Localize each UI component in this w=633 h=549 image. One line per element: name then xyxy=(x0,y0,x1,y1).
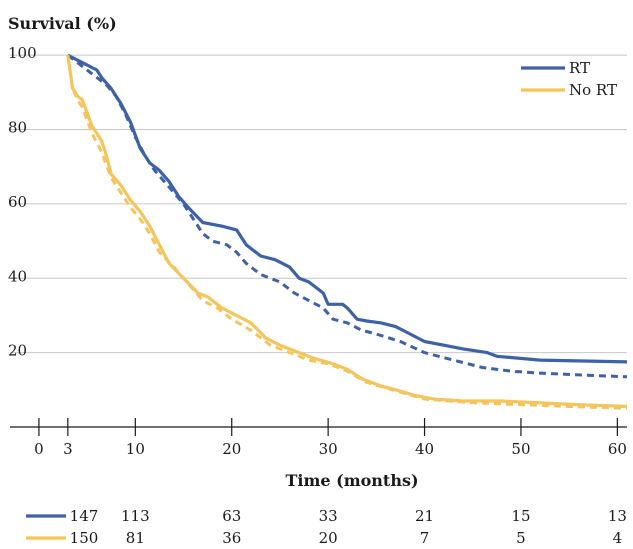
at-risk-value: 4 xyxy=(613,529,623,547)
at-risk-value: 36 xyxy=(222,529,241,547)
at-risk-value: 63 xyxy=(222,507,241,525)
x-tick-20: 20 xyxy=(222,440,241,458)
y-tick-20: 20 xyxy=(8,342,27,360)
x-tick-60: 60 xyxy=(608,440,627,458)
at-risk-value: 15 xyxy=(511,507,530,525)
series-line-2 xyxy=(66,54,628,409)
series-line-1 xyxy=(66,54,628,379)
at-risk-value: 150 xyxy=(70,529,99,547)
at-risk-value: 113 xyxy=(121,507,150,525)
series-line-0 xyxy=(67,53,628,364)
x-tick-0: 0 xyxy=(34,440,44,458)
legend: RT No RT xyxy=(521,59,617,99)
legend-label-0: RT xyxy=(569,59,590,77)
y-tick-80: 80 xyxy=(8,119,27,137)
x-tick-30: 30 xyxy=(319,440,338,458)
at-risk-value: 81 xyxy=(126,529,145,547)
y-tick-60: 60 xyxy=(8,193,27,211)
at-risk-value: 147 xyxy=(70,507,99,525)
legend-label-1: No RT xyxy=(569,81,617,99)
y-tick-40: 40 xyxy=(8,267,27,285)
at-risk-value: 33 xyxy=(319,507,338,525)
series-line-3 xyxy=(66,54,628,410)
x-tick-labels: 0 3 10 20 30 40 50 60 xyxy=(34,418,627,458)
y-tick-100: 100 xyxy=(8,44,37,62)
at-risk-value: 7 xyxy=(420,529,430,547)
y-tick-labels: 20 40 60 80 100 xyxy=(8,44,37,359)
at-risk-value: 21 xyxy=(415,507,434,525)
at-risk-table: 147 113 63 33 21 15 13 150 81 36 20 7 5 4 xyxy=(26,507,627,547)
x-tick-50: 50 xyxy=(511,440,530,458)
at-risk-value: 5 xyxy=(516,529,526,547)
survival-curves xyxy=(66,53,628,410)
x-tick-40: 40 xyxy=(415,440,434,458)
at-risk-value: 20 xyxy=(319,529,338,547)
x-tick-3: 3 xyxy=(63,440,73,458)
gridlines xyxy=(10,54,627,354)
at-risk-value: 13 xyxy=(608,507,627,525)
y-axis-label: Survival (%) xyxy=(8,14,117,33)
x-axis-label: Time (months) xyxy=(285,471,418,490)
x-tick-10: 10 xyxy=(126,440,145,458)
